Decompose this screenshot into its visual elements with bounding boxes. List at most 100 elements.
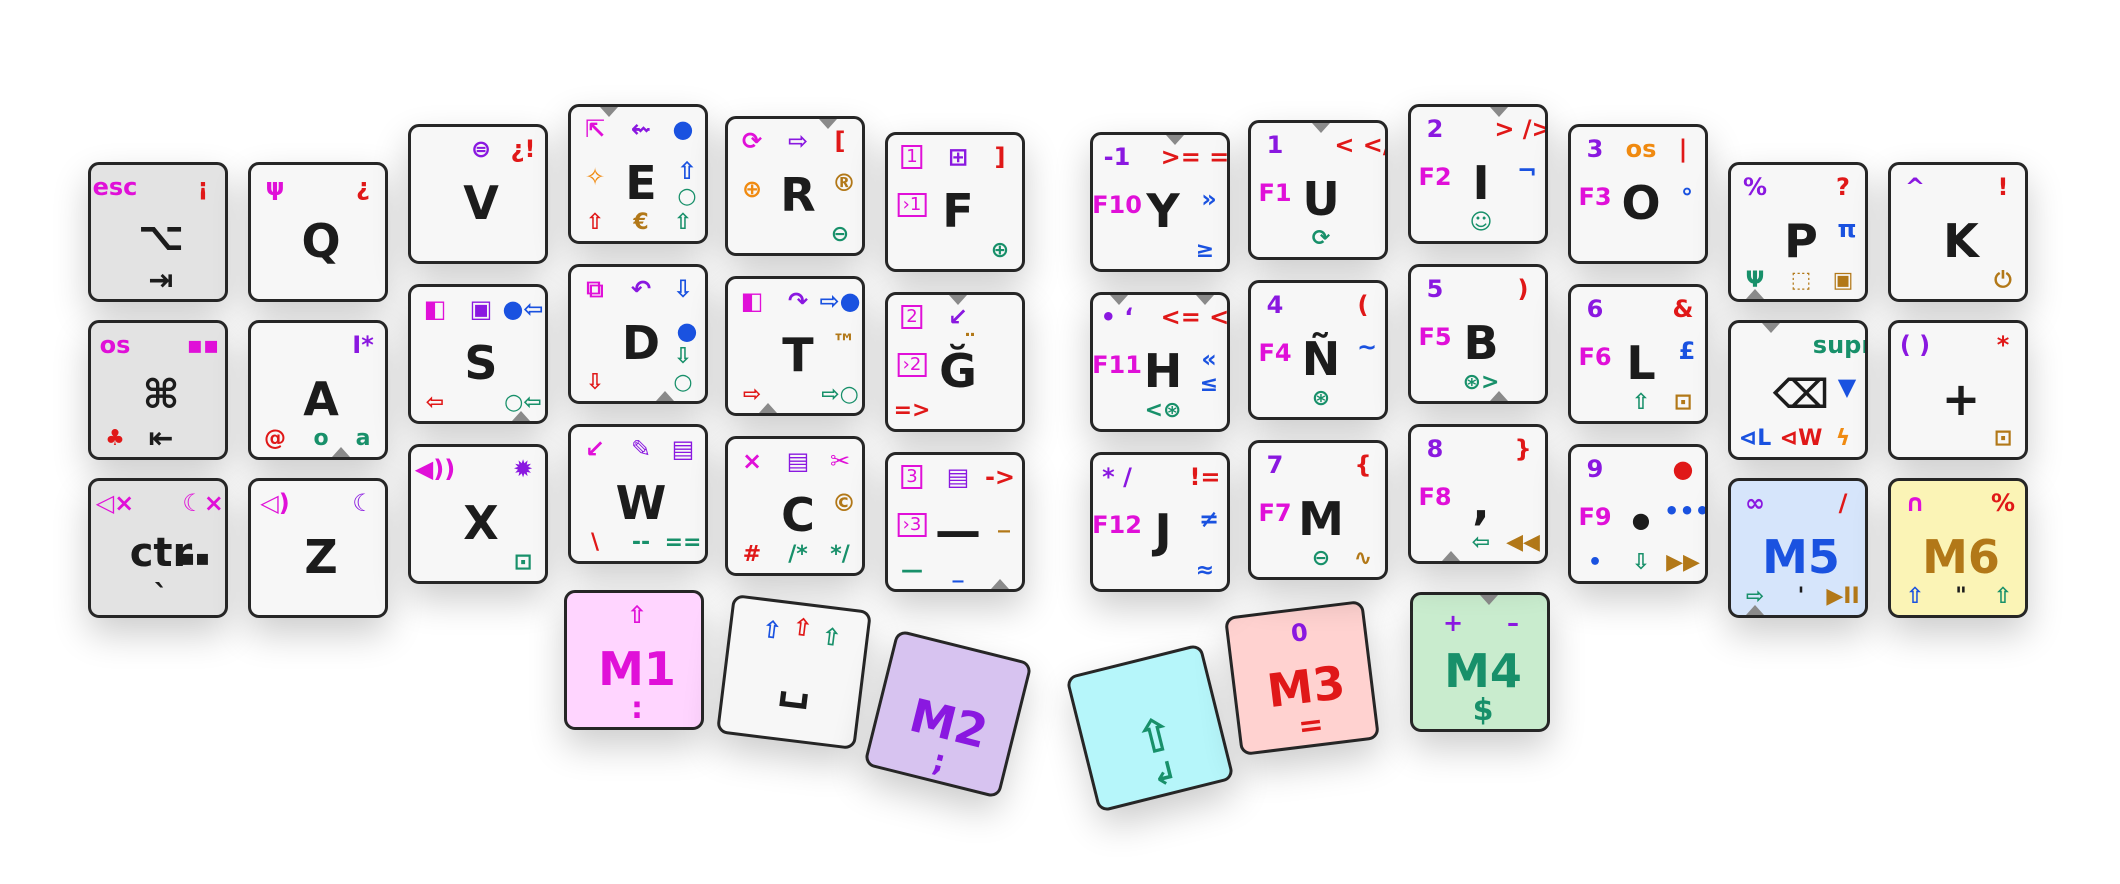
key-space[interactable]: ⇧ ⇧ ⇧ ␣ xyxy=(715,593,873,751)
key-notch xyxy=(1746,289,1764,299)
key-ntilde[interactable]: Ñ 4 (F4 ~ ⊛ xyxy=(1248,280,1388,420)
key-k[interactable]: K ^! ⏻ xyxy=(1888,162,2028,302)
key-c[interactable]: C × ▤ ✂ © # /* */ xyxy=(725,436,865,576)
key-notch xyxy=(1490,107,1508,117)
key-legend: 6 xyxy=(1586,295,1604,323)
key-legend: ⇦ xyxy=(1471,530,1491,555)
key-m4[interactable]: + – M4 $ xyxy=(1410,592,1550,732)
align-icon: ⊜ xyxy=(470,135,492,163)
key-a[interactable]: A I* @ o a xyxy=(248,320,388,460)
key-legend: -> xyxy=(984,463,1016,491)
key-t[interactable]: T ◧ ↷ ⇨● ™ ⇨ ⇨○ xyxy=(725,276,865,416)
key-legend: ( ) xyxy=(1899,331,1931,359)
key-notch xyxy=(332,447,350,457)
key-comma[interactable]: , 8} F8 ⇦ ◀◀ xyxy=(1408,424,1548,564)
key-legend: ◧ xyxy=(423,295,447,323)
key-legend: ϟ xyxy=(1835,426,1851,451)
key-legend: ◧ xyxy=(740,287,764,315)
key-legend: F1 xyxy=(1258,179,1292,207)
key-legend: ↲ xyxy=(1148,754,1182,795)
key-notch xyxy=(819,119,837,129)
key-x[interactable]: X ◀)) ✹ ⊡ xyxy=(408,444,548,584)
key-legend: ✂ xyxy=(829,447,851,475)
key-notch xyxy=(1166,135,1184,145)
key-m1[interactable]: ⇧ M1: xyxy=(564,590,704,730)
key-dash[interactable]: —3 ▤ -> ›3 _ — _ xyxy=(885,452,1025,592)
key-d[interactable]: D ⧉ ↶ ⇩ ● ⇩ ⇩ ○ xyxy=(568,264,708,404)
key-e[interactable]: E ⇱ ⇜ ● ⇧ ✧ ⇧ € ⇧ ○ xyxy=(568,104,708,244)
key-u[interactable]: U 1 < </ F1 ⟳ xyxy=(1248,120,1388,260)
key-l[interactable]: L 6 & F6 £ ⇧ ⊡ xyxy=(1568,284,1708,424)
key-p[interactable]: P%? π Ψ ⬚ ▣ xyxy=(1728,162,1868,302)
key-c-primary-label: C xyxy=(781,488,815,542)
key-legend: ⬚ xyxy=(1790,268,1812,293)
key-m5-primary-label: M5 xyxy=(1762,530,1840,584)
key-f[interactable]: F 1 ⊞] ›1 ⊕ xyxy=(885,132,1025,272)
key-space-primary-label: ␣ xyxy=(776,652,816,711)
key-dot[interactable]: • 9 ● F9 ••• • ⇩ ▶▶ xyxy=(1568,444,1708,584)
key-legend: F11 xyxy=(1092,351,1142,379)
key-m6[interactable]: ∩% M6 ⇧ " ⇧ xyxy=(1888,478,2028,618)
refresh-icon: ⟳ xyxy=(741,127,763,155)
key-y-primary-label: Y xyxy=(1146,184,1180,238)
key-y[interactable]: Y -1 >= => F10 » ≥ xyxy=(1090,132,1230,272)
key-legend: ⇩ xyxy=(585,370,605,395)
key-s[interactable]: S ◧ ▣ ●⇦ ⇦ ○⇦ xyxy=(408,284,548,424)
key-legend: ⊛ xyxy=(1311,386,1331,411)
key-b[interactable]: B 5) F5 ⊛> xyxy=(1408,264,1548,404)
key-j[interactable]: J * / != F12 ≠ ≈ xyxy=(1090,452,1230,592)
key-v[interactable]: V ⊜ ¿! xyxy=(408,124,548,264)
key-o[interactable]: O 3 os | F3 ∘ xyxy=(1568,124,1708,264)
key-plus[interactable]: + ( ) * ⊡ xyxy=(1888,320,2028,460)
key-cmd[interactable]: os ▪▪ ⌘ ♣ ⇤ xyxy=(88,320,228,460)
key-legend: ~ xyxy=(1356,333,1378,361)
key-legend: ● xyxy=(676,317,698,345)
key-notch xyxy=(1490,391,1508,401)
key-supr[interactable]: supr ⌫ ▼ ⊲L ⊲W ϟ xyxy=(1728,320,1868,460)
key-legend: ψ xyxy=(265,173,285,201)
key-m5[interactable]: ∞ / M5 ⇨ ' ▶II xyxy=(1728,478,1868,618)
key-t-primary-label: T xyxy=(782,328,814,382)
key-legend: >= => xyxy=(1160,143,1230,171)
key-ctr[interactable]: ◁× ☾× ctr ▪▪ ` xyxy=(88,478,228,618)
key-g[interactable]: Ğ 2 ↙ ¨ ›2 => xyxy=(885,292,1025,432)
key-legend: | xyxy=(1678,135,1688,163)
key-legend: ○ xyxy=(673,370,693,395)
key-legend: ⧉ xyxy=(586,275,604,303)
key-m2[interactable]: M2; xyxy=(863,629,1033,799)
key-legend: : xyxy=(631,691,643,726)
key-notch xyxy=(1312,123,1330,133)
volume-down-icon: ◁) xyxy=(260,489,290,517)
key-legend: ••• xyxy=(1663,497,1708,525)
key-legend: supr xyxy=(1812,331,1868,359)
key-k-primary-label: K xyxy=(1943,214,1979,268)
key-legend: ● xyxy=(672,115,694,143)
key-legend: > /> xyxy=(1494,115,1548,143)
key-legend: ™ xyxy=(832,329,856,357)
key-o-primary-label: O xyxy=(1621,176,1661,230)
key-legend: esc xyxy=(92,173,138,201)
key-legend: # xyxy=(742,542,762,567)
key-legend: ⇧ xyxy=(760,614,784,646)
key-r[interactable]: R ⟳ ⇨ [⊕ ® ⊖ xyxy=(725,116,865,256)
key-comma-primary-label: , xyxy=(1472,476,1490,530)
key-legend: /* xyxy=(788,542,808,567)
key-legend: $ xyxy=(1472,693,1494,728)
key-esc[interactable]: esc ¡ ⌥ ⇥ xyxy=(88,162,228,302)
mute-icon: ◁× xyxy=(95,489,135,517)
key-m3[interactable]: 0 M3 = xyxy=(1223,599,1381,757)
key-m[interactable]: M 7 {F7 ⊖ ∿ xyxy=(1248,440,1388,580)
key-legend: ⊞ xyxy=(947,143,969,171)
key-w[interactable]: W ↙ ✎ ▤ \ -- == xyxy=(568,424,708,564)
key-i[interactable]: I 2 > /> F2 ¬ ☺ xyxy=(1408,104,1548,244)
copy-icon: ▤ xyxy=(786,447,810,475)
key-z[interactable]: Z ◁) ☾ xyxy=(248,478,388,618)
key-enter[interactable]: ⇧ ↲ xyxy=(1065,643,1235,813)
key-legend: ⊲L xyxy=(1738,426,1772,451)
key-m-primary-label: M xyxy=(1298,492,1344,546)
key-legend: 3 xyxy=(1586,135,1604,163)
key-a-primary-label: A xyxy=(303,372,339,426)
key-h[interactable]: H • ‘ <= << F11 «≤ <⊛ xyxy=(1090,292,1230,432)
key-legend: ≈ xyxy=(1195,558,1215,583)
